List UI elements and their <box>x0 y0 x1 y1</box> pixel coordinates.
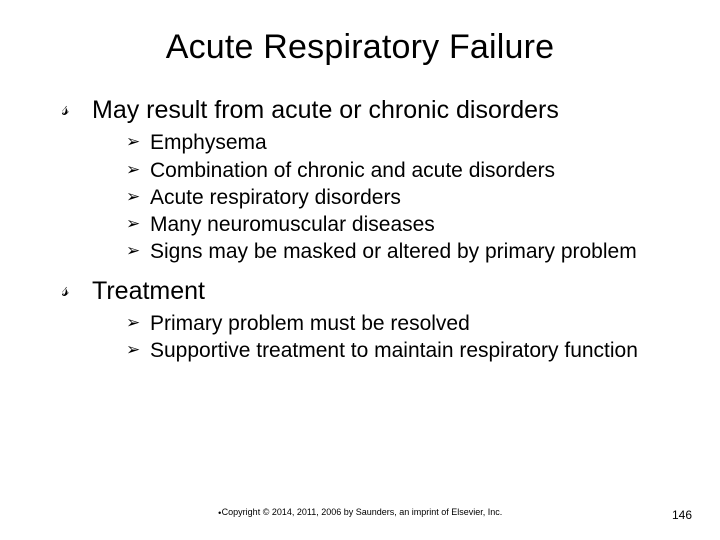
list-item: Many neuromuscular diseases <box>126 212 672 238</box>
slide: { "title": "Acute Respiratory Failure", … <box>0 0 720 540</box>
list-item-text: Many neuromuscular diseases <box>150 213 435 236</box>
list-item: Emphysema <box>126 130 672 156</box>
slide-title: Acute Respiratory Failure <box>48 28 672 67</box>
list-item: Signs may be masked or altered by primar… <box>126 239 672 265</box>
list-item-text: Acute respiratory disorders <box>150 186 401 209</box>
list-item-text: Emphysema <box>150 131 267 154</box>
list-item-text: Treatment <box>92 277 205 305</box>
list-item-text: Combination of chronic and acute disorde… <box>150 159 555 182</box>
list-item-text: Supportive treatment to maintain respira… <box>150 339 638 362</box>
copyright-footer: •Copyright © 2014, 2011, 2006 by Saunder… <box>0 507 720 518</box>
list-item: May result from acute or chronic disorde… <box>62 95 672 266</box>
list-item: Combination of chronic and acute disorde… <box>126 158 672 184</box>
list-item-text: Signs may be masked or altered by primar… <box>150 240 637 263</box>
copyright-text: Copyright © 2014, 2011, 2006 by Saunders… <box>222 507 503 517</box>
list-item-text: May result from acute or chronic disorde… <box>92 96 559 124</box>
bullet-list-level1: May result from acute or chronic disorde… <box>48 95 672 364</box>
list-item: Acute respiratory disorders <box>126 185 672 211</box>
page-number: 146 <box>668 508 692 522</box>
bullet-list-level2: Emphysema Combination of chronic and acu… <box>92 130 672 265</box>
list-item: Primary problem must be resolved <box>126 311 672 337</box>
list-item-text: Primary problem must be resolved <box>150 312 470 335</box>
bullet-list-level2: Primary problem must be resolved Support… <box>92 311 672 365</box>
page-number-text: 146 <box>672 508 692 522</box>
list-item: Treatment Primary problem must be resolv… <box>62 276 672 365</box>
list-item: Supportive treatment to maintain respira… <box>126 338 672 364</box>
